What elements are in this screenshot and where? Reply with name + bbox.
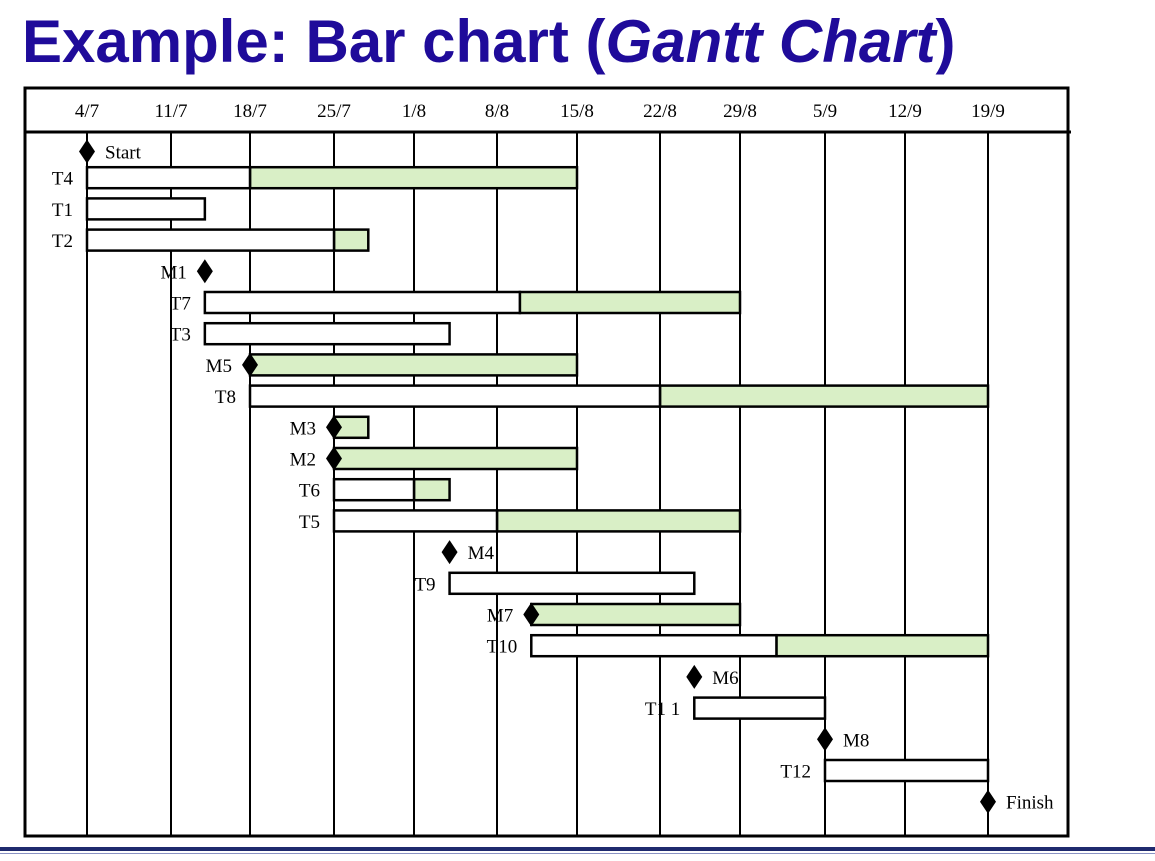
- milestone-diamond: [242, 352, 258, 377]
- task-label: T6: [299, 481, 320, 502]
- title-suffix: ): [935, 8, 956, 75]
- milestone-diamond: [441, 540, 458, 565]
- task-label: T9: [414, 574, 435, 595]
- milestone-diamond: [326, 415, 342, 440]
- slack-bar: [412, 477, 451, 502]
- milestone-label: M5: [206, 356, 232, 377]
- task-bar: [203, 321, 451, 346]
- x-tick-label: 18/7: [233, 101, 267, 122]
- x-tick-label: 22/8: [643, 101, 677, 122]
- task-bar: [530, 633, 778, 658]
- task-bar: [85, 197, 207, 221]
- task-bar: [332, 509, 499, 533]
- task-label: T8: [215, 387, 236, 408]
- slide-title: Example: Bar chart (Gantt Chart): [22, 0, 956, 90]
- task-bar: [85, 165, 252, 190]
- milestone-label: Start: [105, 143, 142, 164]
- milestone-label: M2: [290, 450, 316, 471]
- x-tick-label: 5/9: [813, 101, 837, 122]
- x-tick-label: 12/9: [888, 101, 922, 122]
- slack-bar: [332, 228, 370, 252]
- x-tick-label: 15/8: [560, 101, 594, 122]
- x-tick-label: 4/7: [75, 101, 99, 122]
- footer-rule: [0, 847, 1155, 851]
- task-label: T1 1: [645, 699, 680, 720]
- slack-bar: [530, 602, 742, 627]
- milestone-diamond: [196, 259, 213, 284]
- title-emphasis: Gantt Chart: [605, 8, 936, 75]
- x-tick-label: 19/9: [971, 101, 1005, 122]
- task-bar: [332, 477, 416, 502]
- task-bar: [823, 758, 990, 783]
- milestone-label: M1: [160, 262, 186, 283]
- task-label: T5: [299, 512, 320, 533]
- task-label: T3: [170, 325, 191, 346]
- milestone-label: Finish: [1006, 793, 1054, 814]
- milestone-label: M3: [290, 418, 316, 439]
- task-bar: [85, 228, 336, 252]
- milestone-diamond: [686, 664, 703, 689]
- milestone-diamond: [817, 727, 833, 752]
- milestone-label: M7: [487, 606, 513, 627]
- slack-bar: [332, 446, 579, 471]
- footer-rule-thin: [0, 853, 1155, 854]
- task-bar: [248, 384, 662, 408]
- slack-bar: [248, 165, 579, 190]
- x-tick-label: 29/8: [723, 101, 757, 122]
- task-label: T10: [487, 637, 518, 658]
- x-tick-label: 25/7: [317, 101, 351, 122]
- milestone-label: M8: [843, 730, 869, 751]
- task-label: T12: [780, 762, 811, 783]
- task-label: T4: [52, 169, 74, 190]
- milestone-label: M6: [712, 668, 738, 689]
- task-bar: [203, 290, 522, 315]
- task-label: T7: [170, 294, 191, 315]
- slack-bar: [248, 353, 579, 377]
- milestone-label: M4: [468, 543, 495, 564]
- slack-bar: [495, 509, 742, 533]
- milestone-diamond: [523, 602, 540, 627]
- x-tick-label: 1/8: [402, 101, 426, 122]
- slack-bar: [775, 633, 990, 658]
- x-tick-label: 11/7: [154, 101, 187, 122]
- task-label: T2: [52, 231, 73, 252]
- x-tick-label: 8/8: [485, 101, 509, 122]
- milestone-diamond: [326, 446, 342, 471]
- milestone-diamond: [79, 139, 95, 164]
- task-bar: [448, 571, 696, 596]
- milestone-diamond: [980, 789, 996, 814]
- task-bar: [693, 696, 827, 720]
- title-prefix: Example: Bar chart (: [22, 8, 606, 75]
- slack-bar: [518, 290, 742, 315]
- slack-bar: [658, 384, 990, 408]
- task-label: T1: [52, 200, 73, 221]
